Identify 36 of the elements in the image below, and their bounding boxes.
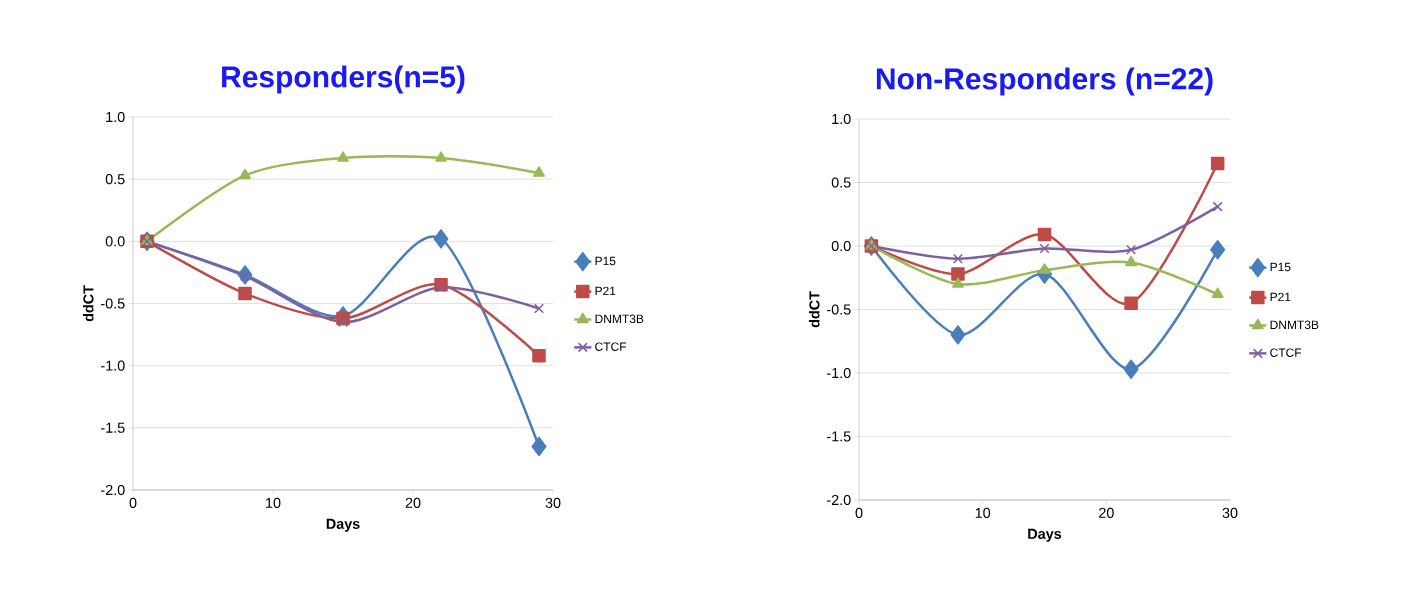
y-tick-label: 0.0 [831, 240, 851, 252]
legend-label: P21 [1270, 292, 1291, 302]
legend-label: CTCF [595, 342, 627, 351]
y-tick-label: -1.5 [827, 431, 851, 442]
x-tick-label: 30 [545, 497, 561, 508]
y-tick-label: -1.0 [101, 360, 125, 371]
x-tick-label: 20 [405, 497, 421, 508]
legend-label: P15 [595, 256, 616, 266]
chart-title: Responders(n=5) [222, 65, 465, 94]
legend-label: DNMT3B [595, 314, 644, 324]
chart-title: Non-Responders (n=22) [876, 67, 1213, 96]
x-tick-label: 0 [855, 507, 863, 518]
x-axis-title: Days [1028, 528, 1062, 542]
y-tick-label: -1.5 [101, 422, 125, 433]
y-tick-label: 0.0 [105, 236, 125, 247]
y-tick-label: -0.5 [827, 304, 851, 315]
x-tick-label: 30 [1222, 507, 1238, 518]
legend-label: CTCF [1270, 348, 1302, 357]
y-tick-label: -1.0 [827, 367, 851, 379]
x-tick-label: 10 [266, 497, 281, 508]
y-tick-label: 1.0 [832, 113, 851, 125]
x-axis-title: Days [326, 518, 360, 532]
x-tick-label: 0 [129, 497, 137, 508]
y-tick-label: -2.0 [827, 494, 851, 506]
legend-label: P15 [1270, 262, 1291, 272]
legend-label: DNMT3B [1270, 320, 1319, 330]
y-tick-label: 1.0 [106, 111, 125, 123]
y-axis-title: ddCT [82, 285, 94, 322]
y-tick-label: -0.5 [101, 298, 125, 309]
y-tick-label: 0.5 [831, 177, 851, 188]
x-tick-label: 10 [975, 507, 991, 518]
y-axis-title: ddCT [808, 291, 820, 328]
y-tick-label: 0.5 [105, 174, 125, 185]
x-tick-label: 20 [1099, 507, 1114, 518]
legend-label: P21 [595, 286, 616, 296]
y-tick-label: -2.0 [101, 484, 125, 496]
